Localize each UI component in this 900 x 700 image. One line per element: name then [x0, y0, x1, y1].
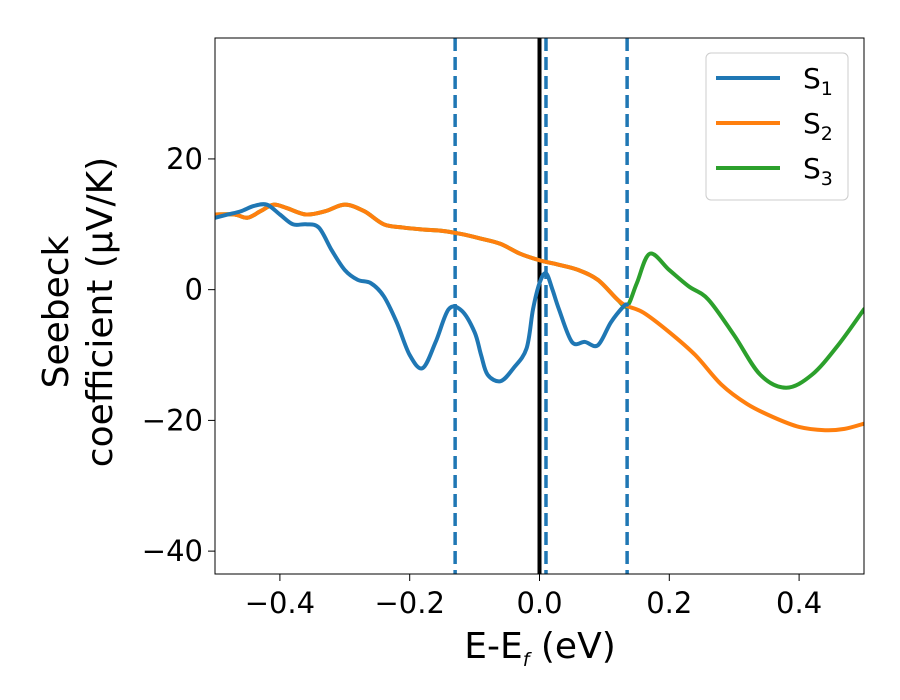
- series-line-s2: [215, 202, 864, 433]
- y-axis-label-line2: coefficient (μV/K): [80, 157, 121, 467]
- legend: S1 S2 S3: [705, 52, 849, 201]
- legend-box: [705, 52, 849, 201]
- legend-label-s1: S1: [803, 62, 833, 100]
- legend-label-s3: S3: [803, 152, 833, 190]
- x-tick-label: 0.4: [776, 586, 822, 620]
- x-tick-label: −0.2: [374, 586, 444, 620]
- y-tick-label: −40: [142, 534, 203, 568]
- y-axis-label: Seebeck coefficient (μV/K): [36, 157, 121, 467]
- y-axis: −40 −20 0 20: [142, 142, 215, 568]
- x-axis: −0.4 −0.2 0.0 0.2 0.4: [245, 574, 822, 620]
- x-axis-label: E-Ef (eV): [464, 626, 616, 671]
- y-tick-label: 0: [185, 273, 203, 307]
- y-tick-label: −20: [142, 403, 203, 437]
- x-tick-label: −0.4: [245, 586, 315, 620]
- x-tick-label: 0.0: [516, 586, 562, 620]
- y-axis-label-line1: Seebeck: [36, 235, 77, 388]
- series-line-s1: [215, 202, 630, 384]
- y-tick-label: 20: [166, 142, 203, 176]
- x-tick-label: 0.2: [646, 586, 692, 620]
- legend-label-s2: S2: [803, 107, 833, 145]
- series-layer: [215, 202, 864, 433]
